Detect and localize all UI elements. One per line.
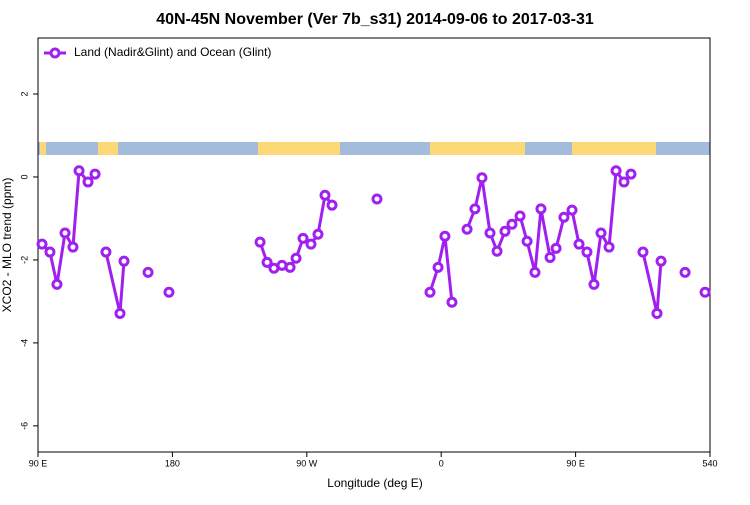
data-point <box>82 176 94 188</box>
data-point <box>544 251 556 263</box>
data-point <box>469 203 481 215</box>
data-point <box>114 307 126 319</box>
land-band <box>430 142 525 155</box>
data-point <box>535 203 547 215</box>
y-tick-label: -6 <box>19 422 29 430</box>
ocean-band <box>38 142 710 155</box>
data-point <box>514 210 526 222</box>
x-tick-label: 540 <box>702 458 717 468</box>
legend-marker <box>49 47 61 59</box>
data-point <box>326 199 338 211</box>
data-point <box>506 218 518 230</box>
data-point <box>89 168 101 180</box>
data-point <box>254 236 266 248</box>
land-band <box>98 142 118 155</box>
data-point <box>424 286 436 298</box>
data-point <box>529 266 541 278</box>
data-point <box>625 168 637 180</box>
data-point <box>59 227 71 239</box>
data-point <box>163 286 175 298</box>
data-point <box>261 256 273 268</box>
data-point <box>44 246 56 258</box>
data-point <box>118 255 130 267</box>
data-point <box>446 296 458 308</box>
data-point <box>319 189 331 201</box>
data-point <box>699 286 711 298</box>
data-point <box>558 211 570 223</box>
data-point <box>588 278 600 290</box>
data-point <box>51 278 63 290</box>
data-point <box>290 252 302 264</box>
data-point <box>484 227 496 239</box>
data-point <box>305 238 317 250</box>
data-point <box>371 193 383 205</box>
data-point <box>142 266 154 278</box>
x-axis-label: Longitude (deg E) <box>327 476 422 490</box>
data-point <box>679 266 691 278</box>
y-tick-label: 2 <box>19 91 29 96</box>
x-tick-label: 0 <box>439 458 444 468</box>
data-point <box>566 204 578 216</box>
data-point <box>651 307 663 319</box>
data-point <box>73 165 85 177</box>
data-point <box>439 230 451 242</box>
data-point <box>476 172 488 184</box>
data-point <box>100 246 112 258</box>
y-tick-label: 0 <box>19 174 29 179</box>
land-ocean-band <box>38 142 710 155</box>
land-band <box>40 142 46 155</box>
data-point <box>491 245 503 257</box>
data-point <box>581 246 593 258</box>
data-point <box>284 261 296 273</box>
data-point <box>655 255 667 267</box>
data-point <box>499 225 511 237</box>
data-point <box>637 246 649 258</box>
y-tick-label: -4 <box>19 339 29 347</box>
land-band <box>258 142 340 155</box>
data-point <box>550 242 562 254</box>
series-line <box>42 171 705 314</box>
legend-label: Land (Nadir&Glint) and Ocean (Glint) <box>74 45 271 59</box>
data-point <box>461 223 473 235</box>
data-point <box>603 241 615 253</box>
x-tick-label: 90 E <box>29 458 48 468</box>
y-tick-label: -2 <box>19 256 29 264</box>
x-tick-label: 90 E <box>566 458 585 468</box>
data-point <box>36 238 48 250</box>
data-point <box>67 241 79 253</box>
data-point <box>521 235 533 247</box>
x-tick-label: 90 W <box>296 458 318 468</box>
chart-title: 40N-45N November (Ver 7b_s31) 2014-09-06… <box>156 11 594 28</box>
land-band <box>572 142 656 155</box>
y-axis-label: XCO2 - MLO trend (ppm) <box>0 178 14 313</box>
data-point <box>573 238 585 250</box>
data-point <box>618 176 630 188</box>
data-point <box>610 165 622 177</box>
data-point <box>595 227 607 239</box>
data-point <box>432 261 444 273</box>
x-tick-label: 180 <box>165 458 180 468</box>
data-point <box>312 228 324 240</box>
data-point <box>297 232 309 244</box>
